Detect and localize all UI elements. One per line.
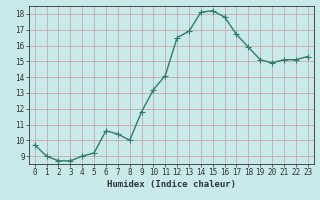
X-axis label: Humidex (Indice chaleur): Humidex (Indice chaleur) bbox=[107, 180, 236, 189]
